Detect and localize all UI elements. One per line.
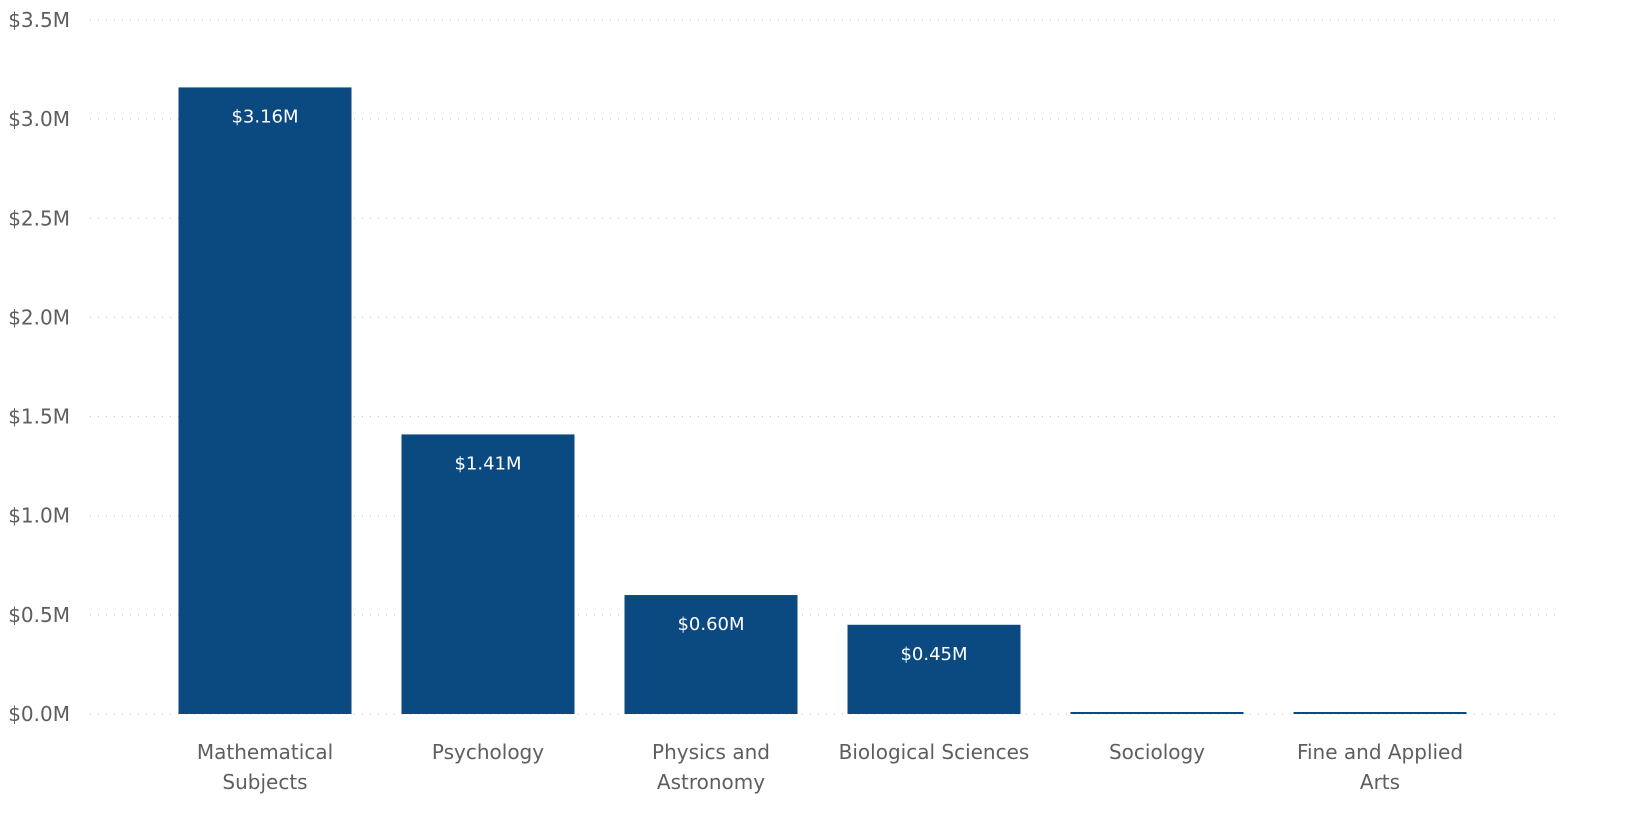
x-category-label: Psychology [432,740,544,764]
x-category-label: Physics and Astronomy [652,740,770,794]
x-category-label: Sociology [1109,740,1205,764]
y-tick-label: $1.5M [8,405,70,429]
x-axis-category-labels: Mathematical Subjects Psychology Physics an… [197,740,1463,794]
bar[interactable] [1070,712,1244,714]
bar-data-label: $0.45M [900,644,967,665]
bar-data-label: $1.41M [454,453,521,474]
x-category-label: Fine and Applied Arts [1297,740,1463,794]
x-category-label-line: Fine and Applied [1297,740,1463,764]
x-category-label: Mathematical Subjects [197,740,333,794]
x-category-label-line: Subjects [222,770,307,794]
y-tick-label: $3.0M [8,107,70,131]
y-tick-label: $2.5M [8,206,70,230]
bar[interactable] [624,595,798,714]
y-tick-label: $1.0M [8,504,70,528]
bars [178,87,1467,715]
x-category-label-line: Arts [1360,770,1400,794]
bar-data-label: $0.60M [677,614,744,635]
x-category-label-line: Sociology [1109,740,1205,764]
data-labels: $3.16M $1.41M $0.60M $0.45M [231,106,967,664]
bar-data-label: $3.16M [231,106,298,127]
x-category-label-line: Biological Sciences [839,740,1030,764]
bar[interactable] [1293,712,1467,714]
x-category-label-line: Physics and [652,740,770,764]
x-category-label-line: Mathematical [197,740,333,764]
bar[interactable] [178,87,352,715]
x-category-label-line: Astronomy [657,770,765,794]
x-category-label-line: Psychology [432,740,544,764]
x-category-label: Biological Sciences [839,740,1030,764]
bar[interactable] [401,434,575,714]
y-tick-label: $2.0M [8,305,70,329]
y-tick-label: $3.5M [8,8,70,32]
y-axis-tick-labels: $0.0M $0.5M $1.0M $1.5M $2.0M $2.5M $3.0M $3.5M [8,8,70,726]
y-tick-label: $0.5M [8,603,70,627]
y-tick-label: $0.0M [8,702,70,726]
bar[interactable] [847,624,1021,714]
